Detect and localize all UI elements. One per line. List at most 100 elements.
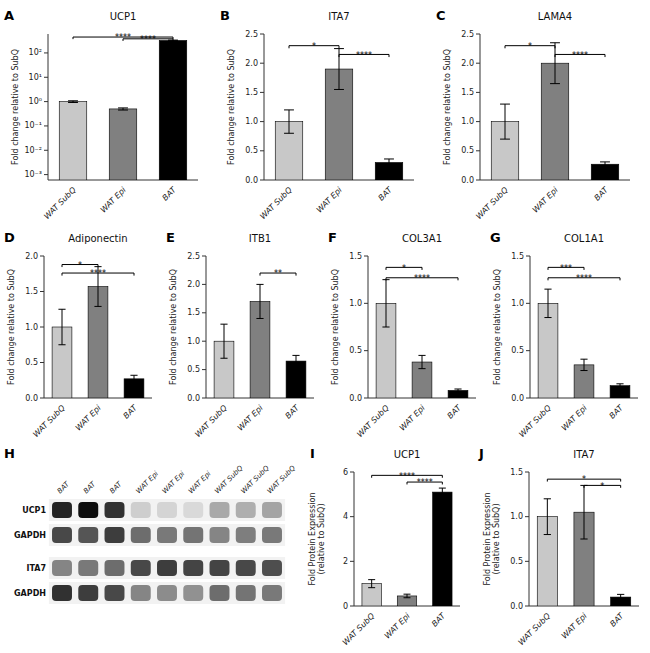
significance-label: * (600, 482, 604, 491)
title: LAMA4 (538, 11, 572, 22)
y-tick-label: 10¹ (29, 73, 42, 82)
band (183, 585, 203, 601)
y-axis (354, 472, 355, 606)
bars (52, 267, 144, 398)
y-axis-label-line: Fold Protein Expression (483, 492, 492, 585)
row-label: ITA7 (26, 564, 46, 573)
bars (491, 43, 619, 180)
bars (376, 280, 468, 398)
error-bar (404, 594, 411, 598)
significance-label: *** (560, 264, 572, 273)
error-bar (118, 108, 128, 110)
y-tick (364, 398, 368, 399)
panel-label: H (4, 446, 15, 461)
band (131, 527, 151, 543)
x-tick-label: BAT (446, 403, 464, 421)
bar (159, 40, 187, 180)
significance-label: **** (399, 472, 415, 481)
figure: 10⁻³10⁻²10⁻¹10⁰10¹10²WAT SubQWAT EpiBATU… (0, 0, 650, 653)
band (236, 560, 256, 576)
y-tick (44, 174, 48, 175)
y-tick (202, 284, 206, 285)
y-tick-label: 1.5 (25, 287, 38, 296)
band (210, 560, 230, 576)
y-axis (44, 256, 45, 398)
band (78, 560, 98, 576)
x-tick-label: BAT (608, 403, 626, 421)
y-tick-label: 1.0 (511, 299, 524, 308)
y-tick-label: 1.5 (511, 252, 524, 261)
bars (362, 488, 452, 606)
y-tick-label: 2.5 (245, 30, 258, 39)
y-axis-label-line: Fold change relative to SubQ (169, 269, 178, 385)
significance-label: **** (576, 274, 592, 283)
y-tick (44, 77, 48, 78)
x-tick-label: WAT Epi (560, 403, 590, 433)
y-tick-label: 0.5 (245, 146, 258, 155)
band (236, 502, 256, 518)
x-tick-label: WAT SubQ (341, 611, 377, 647)
band (262, 560, 282, 576)
bars (538, 289, 630, 398)
y-tick (260, 121, 264, 122)
x-tick-label: WAT Epi (398, 403, 428, 433)
y-axis (529, 472, 530, 606)
error-bar (68, 101, 78, 103)
y-tick-label: 10⁰ (29, 97, 42, 106)
bar (59, 102, 87, 180)
significance-label: * (582, 475, 586, 484)
panel: 10⁻³10⁻²10⁻¹10⁰10¹10²WAT SubQWAT EpiBATU… (4, 8, 198, 221)
error-bar (58, 309, 65, 345)
bars (537, 485, 631, 606)
y-tick-label: 0.0 (461, 176, 474, 185)
error-bar (600, 162, 610, 167)
error-bar (256, 284, 263, 318)
y-tick (260, 92, 264, 93)
y-tick (202, 341, 206, 342)
y-tick-label: 0.5 (349, 346, 362, 355)
y-tick-label: 0.0 (187, 394, 200, 403)
error-bar (544, 289, 551, 317)
band (78, 502, 98, 518)
column-label: WAT Epi (161, 470, 187, 496)
panel: 0.00.51.01.5WAT SubQWAT EpiBATITA7Fold P… (478, 446, 639, 647)
title: COL3A1 (402, 233, 442, 244)
y-tick-label: 0 (343, 602, 348, 611)
band (236, 527, 256, 543)
panel: HBATBATBATWAT EpiWAT EpiWAT EpiWAT SubQW… (4, 446, 297, 604)
band (210, 527, 230, 543)
y-tick (364, 350, 368, 351)
y-axis-label-line: Fold Protein Expression (308, 492, 317, 585)
x-tick-label: BAT (377, 185, 395, 203)
y-tick (350, 561, 354, 562)
panel: 0.00.51.01.52.02.5WAT SubQWAT EpiBATLAMA… (436, 8, 630, 221)
y-tick-label: 1.5 (349, 252, 362, 261)
error-bar (580, 485, 587, 539)
y-tick-label: 1.0 (461, 117, 474, 126)
x-tick-label: BAT (161, 185, 179, 203)
y-axis-label-line: Fold change relative to SubQ (7, 269, 16, 385)
band (183, 527, 203, 543)
title: ITA7 (573, 449, 594, 460)
lane-background (49, 499, 285, 521)
y-tick-label: 10⁻¹ (24, 121, 42, 130)
y-tick (476, 121, 480, 122)
column-label: BAT (108, 480, 124, 496)
band (210, 502, 230, 518)
y-tick (202, 398, 206, 399)
x-tick-label: BAT (593, 185, 611, 203)
significance-label: **** (90, 269, 106, 278)
y-tick-label: 1.0 (245, 117, 258, 126)
y-axis-label: Fold change relative to SubQ (7, 269, 16, 385)
y-tick (476, 150, 480, 151)
y-tick (40, 256, 44, 257)
y-tick (202, 369, 206, 370)
y-tick-label: 0.0 (349, 394, 362, 403)
band (157, 502, 177, 518)
y-tick (350, 472, 354, 473)
y-tick-label: 2.0 (25, 252, 38, 261)
title: UCP1 (394, 449, 421, 460)
bars (275, 49, 403, 180)
band (105, 502, 125, 518)
band (105, 527, 125, 543)
